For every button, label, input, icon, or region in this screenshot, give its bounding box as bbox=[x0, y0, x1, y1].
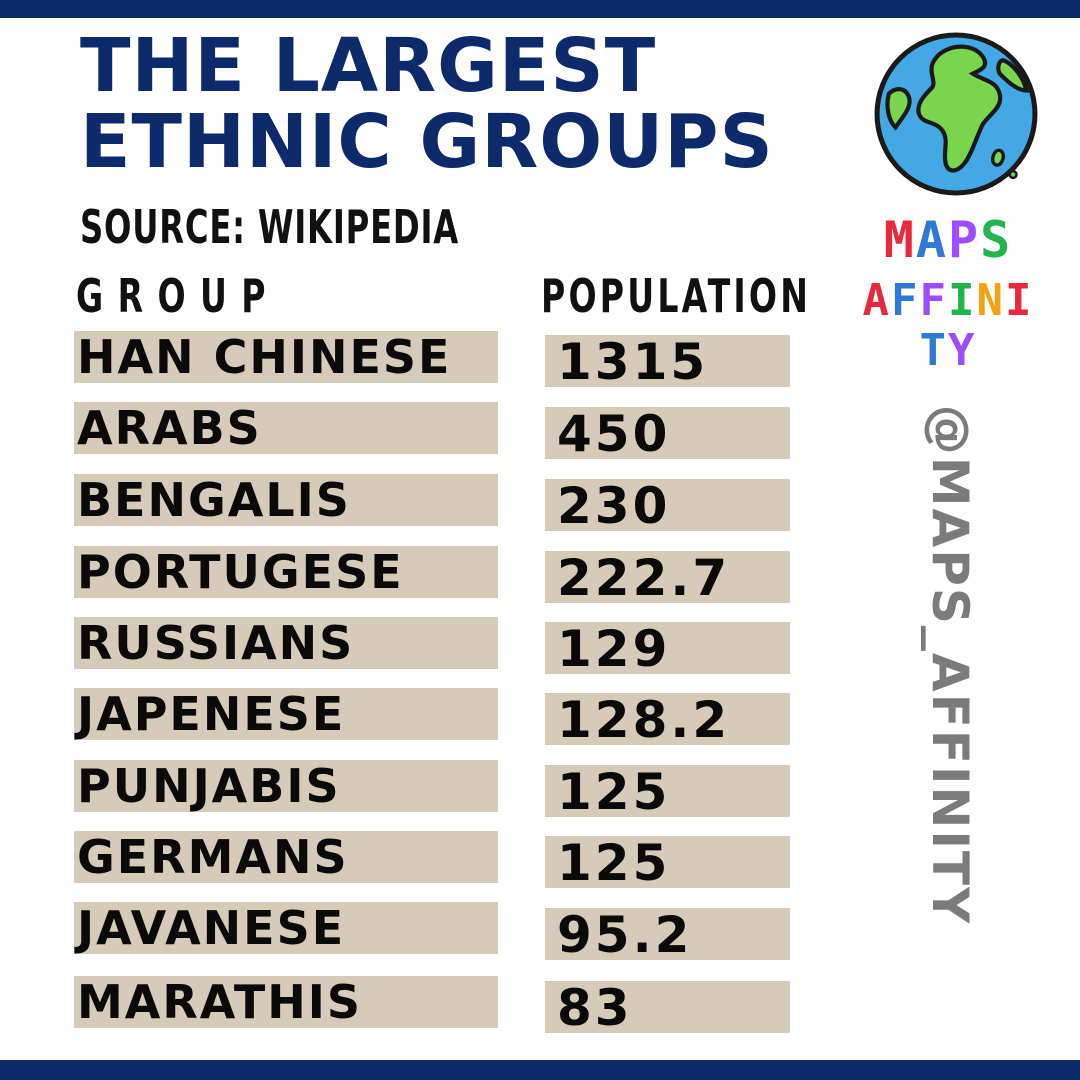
table-cell-group: JAVANESE bbox=[74, 902, 498, 954]
table-cell-population: 1315 bbox=[545, 335, 790, 387]
table-cell-group: ARABS bbox=[74, 402, 498, 454]
table-cell-population: 83 bbox=[545, 981, 790, 1033]
logo-letter: T bbox=[919, 325, 948, 376]
table-cell-group: PORTUGESE bbox=[74, 546, 498, 598]
table-cell-population: 125 bbox=[545, 765, 790, 817]
bottom-border bbox=[0, 1060, 1080, 1080]
logo-letter: F bbox=[919, 275, 948, 326]
globe-icon bbox=[874, 32, 1038, 196]
page-title: THE LARGEST ETHNIC GROUPS bbox=[80, 28, 780, 180]
logo-letter: M bbox=[883, 211, 916, 269]
table-cell-population: 125 bbox=[545, 836, 790, 888]
table-cell-group: JAPENESE bbox=[74, 688, 498, 740]
logo-letter: Y bbox=[948, 325, 977, 376]
logo-letter: A bbox=[915, 211, 948, 269]
column-header-group: GROUP bbox=[76, 269, 280, 323]
table-cell-population: 128.2 bbox=[545, 693, 790, 745]
logo-letter: S bbox=[980, 211, 1013, 269]
table-cell-population: 222.7 bbox=[545, 551, 790, 603]
column-header-population: POPULATION bbox=[541, 269, 812, 323]
title-line-1: THE LARGEST bbox=[80, 23, 657, 109]
logo-text-affinity-value: AFFINITY bbox=[858, 276, 1038, 376]
title-line-2: ETHNIC GROUPS bbox=[80, 99, 774, 185]
logo-text-affinity: AFFINITY bbox=[858, 276, 1038, 376]
table-cell-group: BENGALIS bbox=[74, 474, 498, 526]
table-cell-group: HAN CHINESE bbox=[74, 331, 498, 383]
logo-letter: P bbox=[948, 211, 981, 269]
social-handle: @MAPS_AFFINITY bbox=[921, 404, 979, 926]
table-cell-group: MARATHIS bbox=[74, 976, 498, 1028]
logo-letter: I bbox=[1005, 275, 1034, 326]
top-border bbox=[0, 0, 1080, 18]
table-cell-population: 230 bbox=[545, 479, 790, 531]
table-cell-population: 450 bbox=[545, 407, 790, 459]
table-cell-group: GERMANS bbox=[74, 831, 498, 883]
table-cell-population: 95.2 bbox=[545, 908, 790, 960]
logo-text-maps-value: MAPS bbox=[884, 212, 1012, 268]
logo-letter: F bbox=[891, 275, 920, 326]
table-cell-population: 129 bbox=[545, 622, 790, 674]
logo-letter: I bbox=[948, 275, 977, 326]
logo-letter: N bbox=[976, 275, 1005, 326]
logo-text-maps: MAPS bbox=[858, 212, 1038, 268]
logo-letter: A bbox=[862, 275, 891, 326]
table-cell-group: PUNJABIS bbox=[74, 760, 498, 812]
source-label: SOURCE: WIKIPEDIA bbox=[80, 200, 460, 254]
table-cell-group: RUSSIANS bbox=[74, 617, 498, 669]
